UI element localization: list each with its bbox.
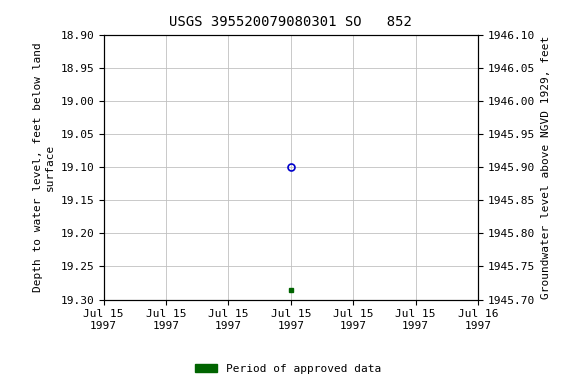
Y-axis label: Groundwater level above NGVD 1929, feet: Groundwater level above NGVD 1929, feet	[541, 35, 551, 299]
Title: USGS 395520079080301 SO   852: USGS 395520079080301 SO 852	[169, 15, 412, 29]
Legend: Period of approved data: Period of approved data	[191, 359, 385, 379]
Y-axis label: Depth to water level, feet below land
surface: Depth to water level, feet below land su…	[33, 42, 55, 292]
